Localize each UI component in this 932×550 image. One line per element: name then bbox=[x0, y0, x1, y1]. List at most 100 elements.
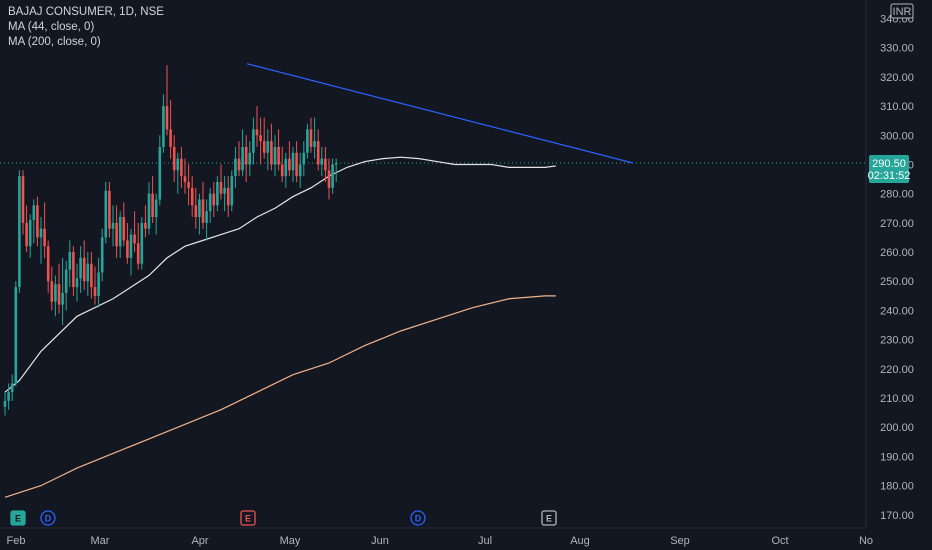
candle[interactable] bbox=[241, 129, 244, 177]
candle[interactable] bbox=[198, 193, 201, 235]
candle[interactable] bbox=[208, 187, 212, 223]
candle[interactable] bbox=[79, 246, 82, 293]
candle[interactable] bbox=[82, 240, 86, 291]
candle[interactable] bbox=[140, 217, 144, 270]
candle[interactable] bbox=[172, 135, 176, 182]
candle[interactable] bbox=[273, 135, 277, 177]
candle[interactable] bbox=[46, 240, 50, 293]
candle[interactable] bbox=[248, 141, 252, 177]
legend-ma44[interactable]: MA (44, close, 0) bbox=[8, 21, 95, 33]
candle[interactable] bbox=[147, 181, 151, 235]
candle[interactable] bbox=[28, 214, 32, 258]
candle[interactable] bbox=[126, 222, 129, 264]
candle[interactable] bbox=[14, 281, 18, 387]
candle[interactable] bbox=[18, 170, 21, 293]
candle[interactable] bbox=[313, 117, 316, 159]
candle[interactable] bbox=[36, 196, 39, 247]
candle[interactable] bbox=[122, 202, 126, 247]
candle[interactable] bbox=[39, 217, 43, 264]
candle[interactable] bbox=[144, 205, 147, 238]
event-marker-dividend[interactable]: D bbox=[410, 510, 426, 526]
event-marker-dividend[interactable]: D bbox=[40, 510, 56, 526]
candle[interactable] bbox=[158, 135, 162, 206]
candle[interactable] bbox=[298, 152, 302, 188]
candle[interactable] bbox=[291, 146, 295, 182]
candle[interactable] bbox=[86, 252, 90, 296]
candle[interactable] bbox=[3, 392, 7, 416]
candle[interactable] bbox=[21, 170, 25, 235]
candle[interactable] bbox=[97, 257, 100, 308]
candle[interactable] bbox=[169, 100, 172, 159]
candle[interactable] bbox=[280, 146, 284, 182]
candle[interactable] bbox=[270, 123, 273, 171]
candle[interactable] bbox=[201, 181, 205, 229]
candle[interactable] bbox=[151, 176, 154, 223]
candle[interactable] bbox=[306, 123, 309, 159]
candle[interactable] bbox=[309, 117, 313, 153]
candle[interactable] bbox=[226, 176, 230, 218]
candle[interactable] bbox=[187, 164, 190, 206]
candle[interactable] bbox=[133, 211, 136, 253]
candle[interactable] bbox=[219, 164, 223, 200]
currency-box[interactable] bbox=[890, 3, 914, 19]
candle[interactable] bbox=[212, 181, 216, 218]
candle[interactable] bbox=[54, 275, 57, 317]
candle[interactable] bbox=[162, 94, 165, 153]
candle[interactable] bbox=[165, 65, 169, 136]
candle[interactable] bbox=[104, 181, 108, 244]
candle[interactable] bbox=[111, 205, 115, 247]
candle[interactable] bbox=[216, 176, 219, 212]
candle[interactable] bbox=[262, 117, 266, 159]
candle[interactable] bbox=[234, 146, 237, 188]
candle[interactable] bbox=[277, 129, 280, 171]
candle[interactable] bbox=[115, 205, 118, 258]
candle[interactable] bbox=[57, 263, 61, 314]
candle[interactable] bbox=[154, 193, 158, 235]
candle[interactable] bbox=[10, 374, 14, 401]
candle[interactable] bbox=[331, 158, 334, 194]
candle[interactable] bbox=[252, 117, 255, 165]
candle[interactable] bbox=[136, 222, 140, 270]
ma200-line[interactable] bbox=[4, 295, 556, 498]
candle[interactable] bbox=[93, 266, 97, 305]
legend-ma200[interactable]: MA (200, close, 0) bbox=[8, 36, 101, 48]
candle[interactable] bbox=[90, 252, 93, 299]
candle[interactable] bbox=[64, 260, 68, 311]
candle[interactable] bbox=[108, 181, 111, 238]
candle[interactable] bbox=[244, 135, 248, 182]
trendline[interactable] bbox=[246, 63, 634, 164]
candle[interactable] bbox=[327, 158, 331, 200]
event-marker-earnings[interactable]: E bbox=[10, 510, 26, 526]
candle[interactable] bbox=[320, 146, 324, 177]
candle[interactable] bbox=[118, 211, 122, 258]
candle[interactable] bbox=[255, 106, 259, 147]
candle[interactable] bbox=[205, 199, 208, 241]
event-marker-earnings[interactable]: E bbox=[240, 510, 256, 526]
ma44-line[interactable] bbox=[4, 156, 556, 393]
candle[interactable] bbox=[316, 129, 320, 171]
candle[interactable] bbox=[72, 246, 75, 296]
candle[interactable] bbox=[68, 240, 72, 288]
candle[interactable] bbox=[61, 257, 64, 326]
candle[interactable] bbox=[183, 158, 187, 194]
event-marker-earnings[interactable]: E bbox=[541, 510, 557, 526]
candle[interactable] bbox=[324, 146, 327, 182]
candle[interactable] bbox=[100, 228, 104, 282]
candle[interactable] bbox=[223, 176, 226, 212]
candle[interactable] bbox=[180, 146, 183, 188]
candle[interactable] bbox=[43, 202, 46, 258]
candle[interactable] bbox=[176, 152, 180, 194]
candle[interactable] bbox=[32, 199, 36, 244]
candle[interactable] bbox=[302, 141, 306, 177]
candle[interactable] bbox=[50, 266, 54, 311]
candle[interactable] bbox=[194, 187, 198, 229]
candle[interactable] bbox=[129, 228, 133, 276]
candle[interactable] bbox=[284, 152, 288, 188]
candle[interactable] bbox=[259, 117, 262, 165]
candle[interactable] bbox=[295, 141, 298, 182]
legend-symbol[interactable]: BAJAJ CONSUMER, 1D, NSE bbox=[8, 6, 164, 18]
candle[interactable] bbox=[190, 176, 194, 218]
candle[interactable] bbox=[75, 263, 79, 302]
candle[interactable] bbox=[230, 170, 234, 212]
